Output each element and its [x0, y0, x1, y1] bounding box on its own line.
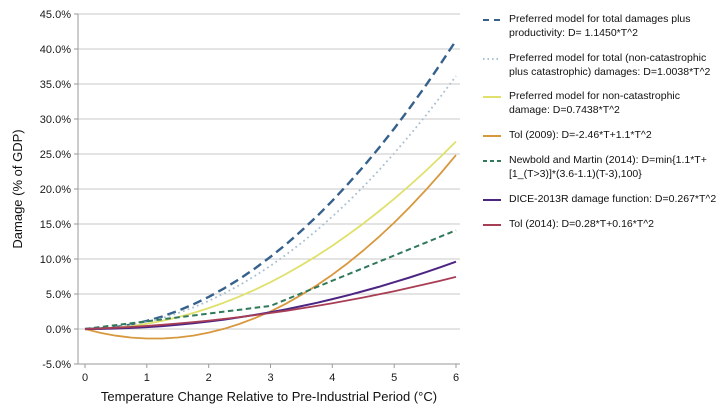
legend-marker-dice-2013r	[483, 198, 501, 201]
y-tick-label: 5.0%	[46, 289, 71, 301]
y-tick-label: 40.0%	[40, 44, 71, 56]
legend-item-dice-2013r: DICE-2013R damage function: D=0.267*T^2	[482, 193, 720, 207]
series-line-dice-2013r	[84, 260, 457, 330]
x-tick-label: 2	[206, 372, 212, 384]
y-tick-label: 45.0%	[40, 9, 71, 21]
legend-marker-tol-2009	[483, 135, 501, 138]
legend-marker-newbold-martin-2014	[483, 160, 501, 162]
legend-item-preferred-total-plus-productivity: Preferred model for total damages plus p…	[482, 13, 720, 41]
legend-label-dice-2013r: DICE-2013R damage function: D=0.267*T^2	[509, 192, 717, 205]
series-line-tol-2009	[84, 154, 457, 340]
x-tick-label: 6	[453, 372, 459, 384]
series-line-preferred-total-damages	[84, 75, 457, 330]
x-tick-label: 4	[329, 372, 335, 384]
legend-marker-tol-2014	[483, 223, 501, 226]
legend-item-newbold-martin-2014: Newbold and Martin (2014): D=min{1.1*T+[…	[482, 154, 720, 182]
legend-item-preferred-non-catastrophic: Preferred model for non-catastrophic dam…	[482, 90, 720, 118]
series-line-tol-2014	[84, 276, 457, 330]
y-tick-label: 25.0%	[40, 149, 71, 161]
legend-item-tol-2014: Tol (2014): D=0.28*T+0.16*T^2	[482, 218, 720, 232]
legend-label-tol-2014: Tol (2014): D=0.28*T+0.16*T^2	[509, 217, 655, 230]
legend-label-preferred-total-damages: Preferred model for total (non-catastrop…	[509, 51, 711, 78]
legend-label-preferred-total-plus-productivity: Preferred model for total damages plus p…	[509, 13, 691, 39]
y-tick-label: -5.0%	[42, 359, 71, 371]
series-line-preferred-total-plus-productivity	[84, 39, 458, 331]
legend-item-preferred-total-damages: Preferred model for total (non-catastrop…	[482, 52, 720, 80]
series-line-preferred-non-catastrophic	[84, 140, 457, 330]
legend-label-newbold-martin-2014: Newbold and Martin (2014): D=min{1.1*T+[…	[509, 154, 707, 180]
y-tick-label: 35.0%	[40, 79, 71, 91]
x-tick-label: 0	[82, 372, 88, 384]
legend-marker-preferred-non-catastrophic	[483, 96, 501, 99]
y-axis-title: Damage (% of GDP)	[10, 129, 25, 249]
y-tick-label: 15.0%	[40, 219, 71, 231]
x-tick-label: 3	[267, 372, 273, 384]
y-tick-label: 20.0%	[40, 184, 71, 196]
x-tick-label: 5	[391, 372, 397, 384]
legend-label-preferred-non-catastrophic: Preferred model for non-catastrophic dam…	[509, 90, 680, 117]
legend: Preferred model for total damages plus p…	[482, 13, 720, 231]
legend-label-tol-2009: Tol (2009): D=-2.46*T+1.1*T^2	[509, 129, 652, 142]
legend-item-tol-2009: Tol (2009): D=-2.46*T+1.1*T^2	[482, 129, 720, 143]
y-tick-label: 0.0%	[46, 324, 71, 336]
x-axis-title: Temperature Change Relative to Pre-Indus…	[100, 389, 438, 404]
y-tick-label: 30.0%	[40, 114, 71, 126]
y-tick-label: 10.0%	[40, 254, 71, 266]
legend-marker-preferred-total-damages	[483, 57, 501, 60]
x-tick-label: 1	[144, 372, 150, 384]
legend-marker-preferred-total-plus-productivity	[483, 19, 501, 21]
